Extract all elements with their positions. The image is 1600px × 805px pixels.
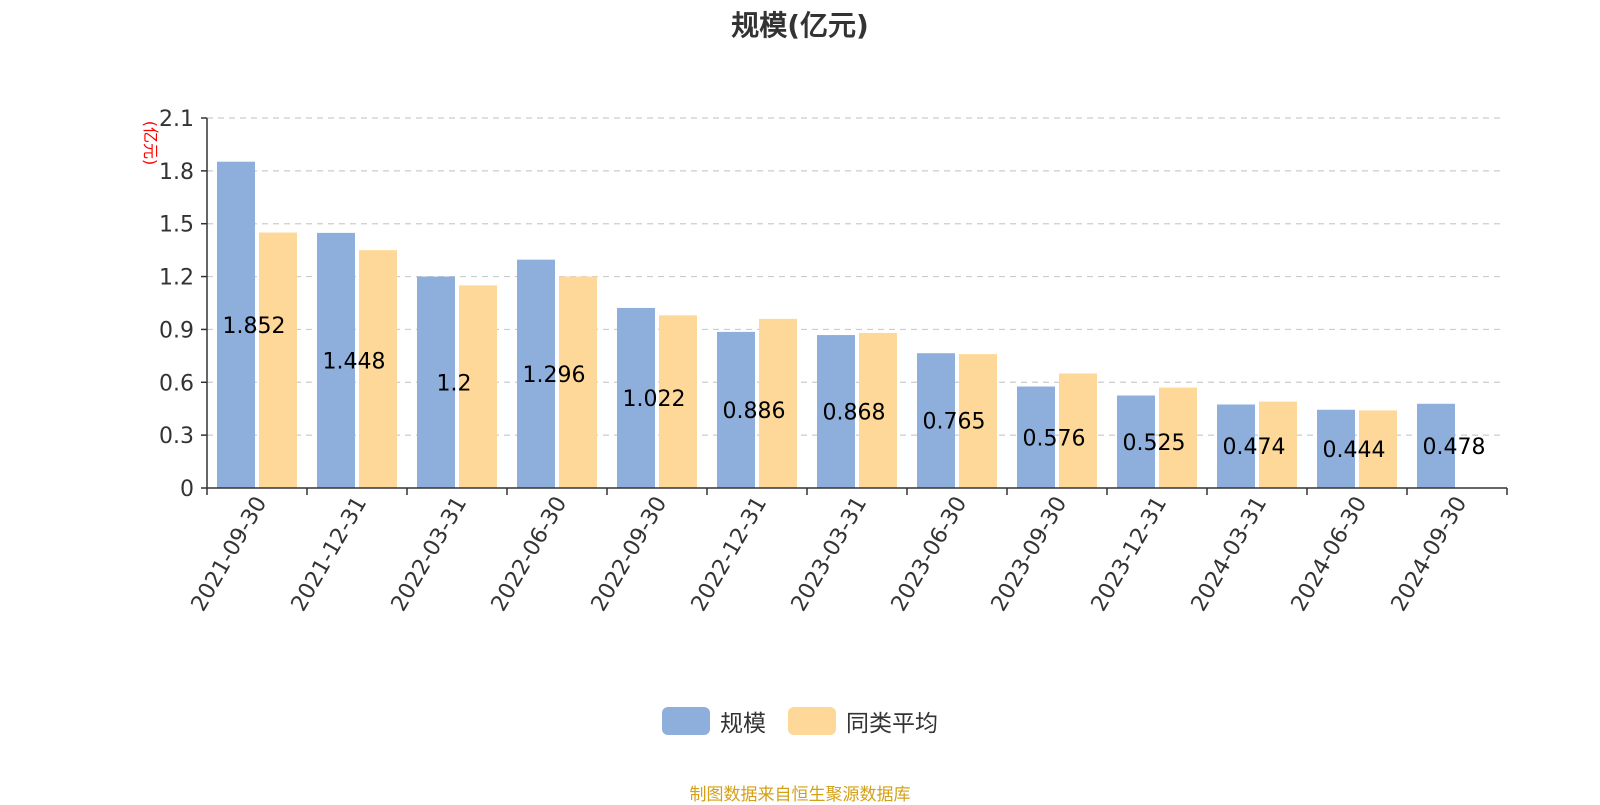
bar-scale-2023-12-31 [1117,395,1155,488]
bar-scale-2024-06-30 [1317,409,1355,488]
data-label-scale: 1.2 [437,371,472,396]
x-tick-label: 2023-12-31 [1087,493,1173,616]
x-tick-label: 2023-03-31 [787,493,873,616]
legend-label-scale: 规模 [720,711,766,737]
data-labels: 1.852 1.448 1.2 1.296 1.022 0.886 0.868 0.765 0.… [223,314,1486,463]
bar-scale-2024-03-31 [1217,404,1255,488]
x-tick-label: 2021-12-31 [287,493,373,616]
bar-scale-2023-03-31 [817,335,855,488]
data-label-scale: 0.576 [1023,426,1086,451]
bars [217,161,1455,488]
x-tick-label: 2023-09-30 [987,493,1073,616]
y-axis-label: (亿元) [141,121,160,166]
y-tick-label: 1.5 [159,213,194,238]
y-tick-label: 0.3 [159,424,194,449]
bar-scale-2021-12-31 [317,232,355,488]
y-tick-label: 0.6 [159,371,194,396]
data-label-scale: 1.296 [523,363,586,388]
bar-scale-2022-06-30 [517,259,555,488]
bar-scale-2024-09-30 [1417,403,1455,488]
data-label-scale: 0.765 [923,410,986,435]
x-tick-label: 2024-09-30 [1387,493,1473,616]
x-tick-label: 2022-09-30 [587,493,673,616]
data-label-scale: 0.444 [1323,438,1386,463]
legend-swatch-peer-average [788,707,836,735]
bar-peer-average-2024-03-31 [1259,401,1297,488]
x-tick-label: 2023-06-30 [887,493,973,616]
data-label-scale: 0.886 [723,399,786,424]
bar-scale-2023-06-30 [917,353,955,488]
y-tick-label: 1.2 [159,266,194,291]
bar-peer-average-2023-03-31 [859,332,897,488]
legend: 规模 同类平均 [0,704,1600,738]
data-label-scale: 1.852 [223,314,286,339]
x-tick-label: 2024-06-30 [1287,493,1373,616]
data-label-scale: 0.868 [823,401,886,426]
bar-scale-2023-09-30 [1017,386,1055,488]
data-label-scale: 0.525 [1123,431,1186,456]
bar-peer-average-2023-12-31 [1159,387,1197,488]
legend-label-peer-average: 同类平均 [846,711,938,737]
legend-item-peer-average[interactable]: 同类平均 [788,704,938,738]
bar-peer-average-2021-12-31 [359,250,397,488]
bar-peer-average-2022-06-30 [559,276,597,488]
bar-scale-2021-09-30 [217,161,255,488]
bar-peer-average-2021-09-30 [259,232,297,488]
y-tick-label: 2.1 [159,107,194,132]
bar-scale-2022-09-30 [617,307,655,488]
chart-title: 规模(亿元) [731,9,869,42]
x-tick-label: 2021-09-30 [187,493,273,616]
data-label-scale: 0.474 [1223,435,1286,460]
x-tick-label: 2022-06-30 [487,493,573,616]
bar-peer-average-2022-12-31 [759,318,797,488]
bar-peer-average-2022-03-31 [459,285,497,488]
legend-swatch-scale [662,707,710,735]
bar-peer-average-2024-06-30 [1359,410,1397,488]
y-tick-label: 1.8 [159,160,194,185]
x-tick-label: 2024-03-31 [1187,493,1273,616]
bar-scale-2022-03-31 [417,276,455,488]
x-tick-label: 2022-12-31 [687,493,773,616]
data-label-scale: 1.448 [323,349,386,374]
y-tick-label: 0 [180,477,194,502]
bar-peer-average-2023-09-30 [1059,373,1097,488]
y-tick-label: 0.9 [159,318,194,343]
bar-peer-average-2023-06-30 [959,354,997,488]
bar-peer-average-2022-09-30 [659,315,697,488]
data-label-scale: 0.478 [1423,435,1486,460]
data-label-scale: 1.022 [623,387,686,412]
source-note: 制图数据来自恒生聚源数据库 [689,785,911,805]
x-tick-label: 2022-03-31 [387,493,473,616]
legend-item-scale[interactable]: 规模 [662,704,766,738]
bar-scale-2022-12-31 [717,331,755,488]
